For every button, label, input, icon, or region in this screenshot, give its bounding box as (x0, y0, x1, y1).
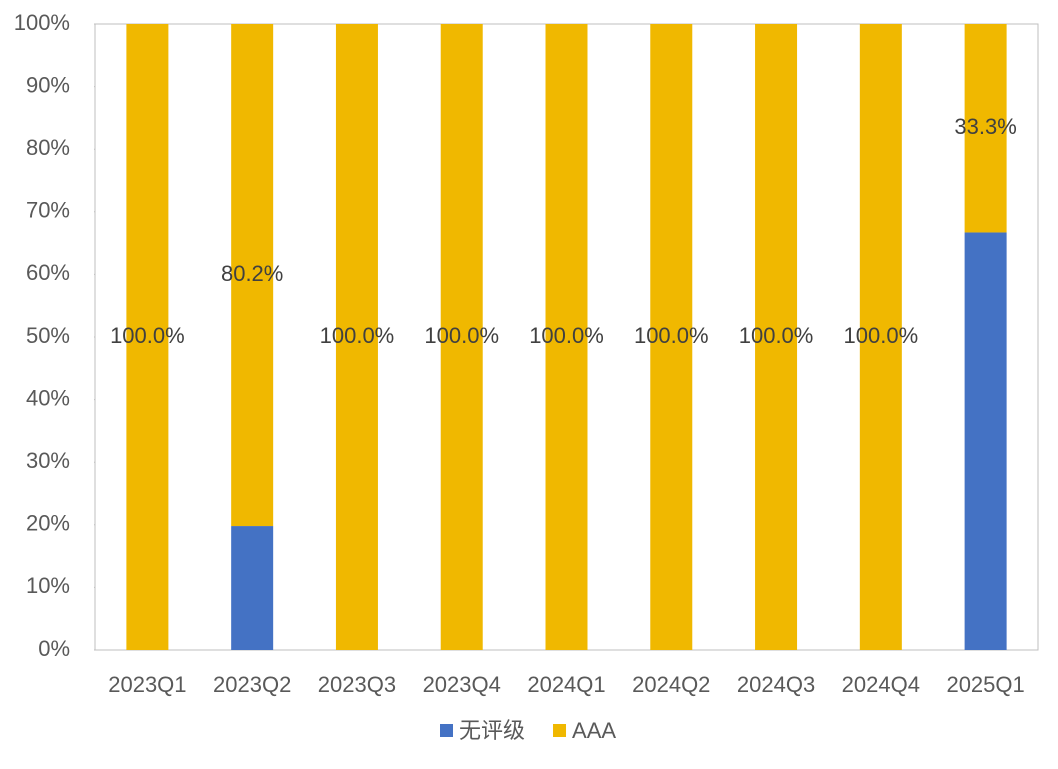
y-tick-label: 90% (26, 72, 70, 97)
x-tick-label: 2023Q1 (108, 672, 186, 697)
y-tick-label: 50% (26, 323, 70, 348)
data-label: 100.0% (320, 323, 395, 348)
y-tick-label: 40% (26, 385, 70, 410)
bar-segment (650, 24, 693, 650)
y-tick-label: 60% (26, 260, 70, 285)
bar-segment (755, 24, 798, 650)
data-label: 100.0% (844, 323, 919, 348)
x-tick-label: 2025Q1 (946, 672, 1024, 697)
data-label: 100.0% (424, 323, 499, 348)
bar-segment (231, 24, 274, 527)
bar-segment (440, 24, 483, 650)
x-tick-label: 2024Q3 (737, 672, 815, 697)
data-label: 100.0% (739, 323, 814, 348)
bar-segment (545, 24, 588, 650)
y-tick-label: 80% (26, 135, 70, 160)
bar-segment (126, 24, 169, 650)
bar-segment (335, 24, 378, 650)
y-tick-label: 0% (38, 636, 70, 661)
data-label: 100.0% (529, 323, 604, 348)
bar-segment (964, 24, 1007, 233)
legend-swatch (553, 724, 567, 737)
legend-label: 无评级 (459, 718, 525, 743)
y-tick-label: 70% (26, 198, 70, 223)
x-tick-label: 2023Q2 (213, 672, 291, 697)
x-tick-label: 2023Q4 (423, 672, 501, 697)
x-tick-label: 2024Q4 (842, 672, 920, 697)
y-tick-label: 30% (26, 448, 70, 473)
x-tick-label: 2024Q2 (632, 672, 710, 697)
legend-label: AAA (572, 718, 616, 743)
y-tick-label: 10% (26, 573, 70, 598)
y-tick-label: 20% (26, 511, 70, 536)
data-label: 100.0% (634, 323, 709, 348)
data-label: 80.2% (221, 261, 283, 286)
x-tick-label: 2024Q1 (527, 672, 605, 697)
y-tick-label: 100% (14, 10, 70, 35)
x-tick-label: 2023Q3 (318, 672, 396, 697)
bar-segment (231, 526, 274, 650)
data-label: 33.3% (954, 114, 1016, 139)
bar-segment (964, 232, 1007, 650)
legend-swatch (440, 724, 453, 737)
bar-segment (859, 24, 902, 650)
data-label: 100.0% (110, 323, 185, 348)
